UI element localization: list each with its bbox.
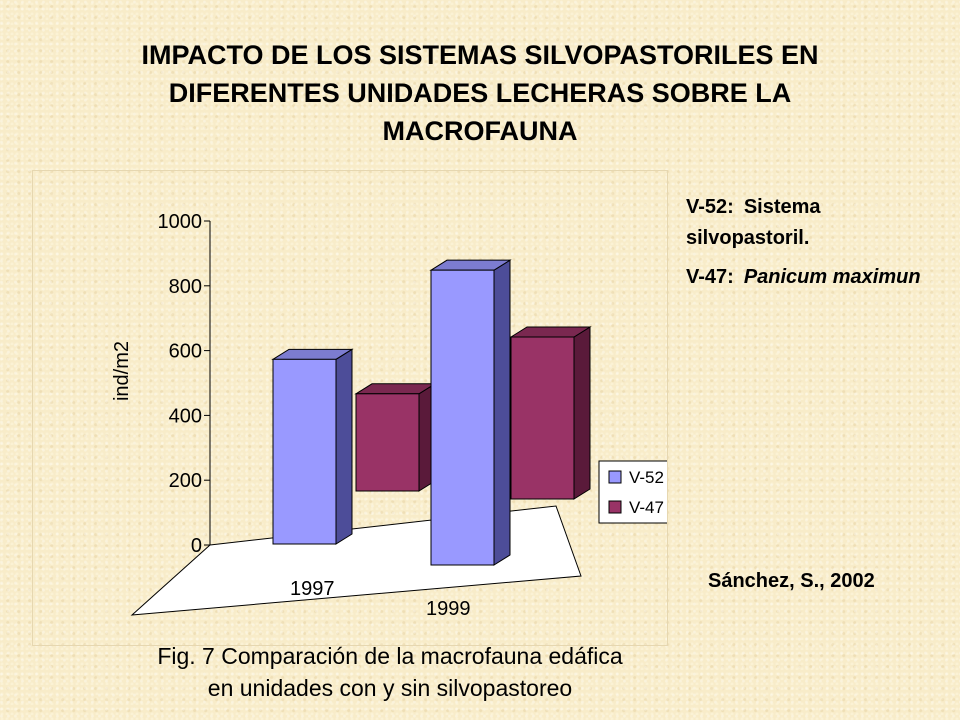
figure-caption: Fig. 7 Comparación de la macrofauna edáf…: [120, 640, 660, 704]
bar-v47-1997: [355, 393, 420, 492]
note-v52: V-52: Sistema silvopastoril.: [686, 192, 936, 254]
y-tick-label: 800: [169, 276, 202, 298]
slide-title: IMPACTO DE LOS SISTEMAS SILVOPASTORILES …: [40, 36, 920, 150]
y-tick-label: 1000: [158, 211, 203, 233]
note-v52-code: V-52:: [686, 196, 734, 218]
title-line-2: DIFERENTES UNIDADES LECHERAS SOBRE LA: [168, 78, 792, 108]
y-tick-label: 200: [169, 470, 202, 492]
bar-v47-1999: [510, 336, 575, 500]
bar-v52-1999: [430, 269, 495, 566]
bar-v52-1999-side: [493, 259, 511, 566]
legend-label-v-52: V-52: [629, 468, 664, 487]
bar-chart-3d: 0 200 400 600 800 1000 ind/m2 1997 1999 V-52 V-47: [111, 211, 667, 620]
title-line-3: MACROFAUNA: [382, 116, 578, 146]
bar-v52-1997: [272, 358, 337, 545]
source-citation: Sánchez, S., 2002: [708, 570, 875, 592]
caption-line-1: Fig. 7 Comparación de la macrofauna edáf…: [157, 643, 623, 669]
note-v52-text: Sistema silvopastoril.: [686, 196, 821, 249]
bar-v47-1999-side: [573, 326, 591, 500]
legend-swatch-v-47: [608, 500, 622, 514]
note-v47-text: Panicum maximun: [743, 266, 921, 288]
legend-swatch-v-52: [608, 470, 622, 484]
caption-line-2: en unidades con y sin silvopastoreo: [207, 675, 573, 701]
x-category-label: 1999: [426, 598, 471, 620]
series-notes: V-52: Sistema silvopastoril. V-47: Panicum…: [686, 192, 936, 301]
y-tick-label: 600: [169, 341, 202, 363]
chart-floor: [130, 505, 582, 616]
y-axis-title: ind/m2: [111, 341, 133, 401]
note-v47: V-47: Panicum maximun: [686, 262, 936, 293]
y-tick-label: 0: [191, 535, 202, 557]
bar-v52-1997-side: [335, 348, 353, 545]
chart-panel: 0 200 400 600 800 1000 ind/m2 1997 1999 V-52 V-47: [32, 170, 668, 646]
legend-label-v-47: V-47: [629, 498, 664, 517]
note-v47-code: V-47:: [686, 266, 734, 288]
x-category-label: 1997: [290, 578, 335, 600]
y-tick-label: 400: [169, 405, 202, 427]
title-line-1: IMPACTO DE LOS SISTEMAS SILVOPASTORILES …: [141, 40, 819, 70]
